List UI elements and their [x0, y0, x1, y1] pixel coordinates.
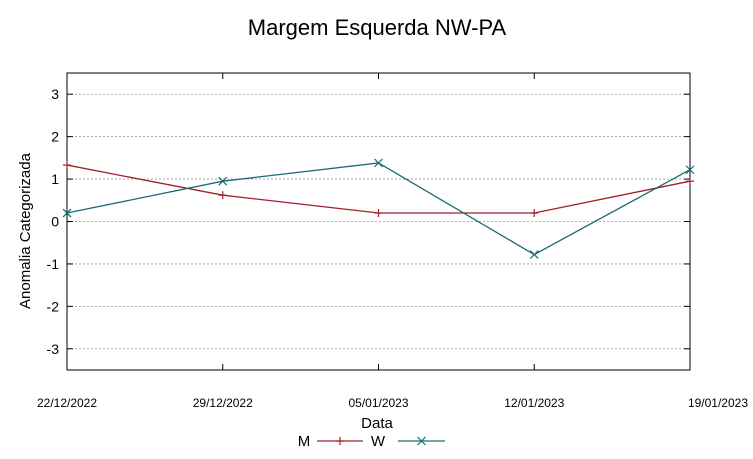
data-point-W: [218, 176, 228, 186]
ytick-label: 3: [51, 86, 59, 102]
axis-ticks: 3 2 1 0 -1 -2 -3 22/12/2022 29/12/2022 05/01/2023…: [37, 73, 748, 410]
legend-label-M: M: [298, 433, 311, 450]
xtick-label: 19/01/2023: [688, 396, 748, 410]
data-point-W: [374, 158, 383, 168]
ytick-label: 1: [51, 171, 59, 187]
series-group: [62, 158, 695, 260]
xtick-label: 05/01/2023: [348, 396, 408, 410]
ytick-label: -2: [47, 298, 60, 314]
data-point-W: [62, 208, 72, 218]
data-point-M: [218, 191, 227, 200]
chart-title: Margem Esquerda NW-PA: [248, 15, 507, 40]
legend-marker-M: [336, 437, 344, 445]
ytick-label: -3: [47, 341, 60, 357]
ytick-label: 0: [51, 214, 59, 230]
series-line-W: [66, 162, 691, 256]
grid-lines: [67, 93, 690, 350]
series-line-M: [66, 164, 691, 214]
legend-marker-W: [417, 436, 426, 446]
y-axis-label: Anomalia Categorizada: [17, 152, 34, 309]
ytick-label: -1: [47, 256, 60, 272]
data-point-M: [63, 161, 71, 170]
xtick-label: 22/12/2022: [37, 396, 97, 410]
data-point-W: [529, 250, 539, 260]
x-axis-label: Data: [361, 415, 393, 432]
xtick-label: 29/12/2022: [193, 396, 253, 410]
data-point-W: [685, 165, 695, 175]
ytick-label: 2: [51, 129, 59, 145]
xtick-label: 12/01/2023: [504, 396, 564, 410]
data-point-M: [530, 209, 539, 218]
data-point-M: [686, 177, 694, 186]
data-point-M: [374, 209, 383, 218]
legend-label-W: W: [371, 433, 386, 450]
